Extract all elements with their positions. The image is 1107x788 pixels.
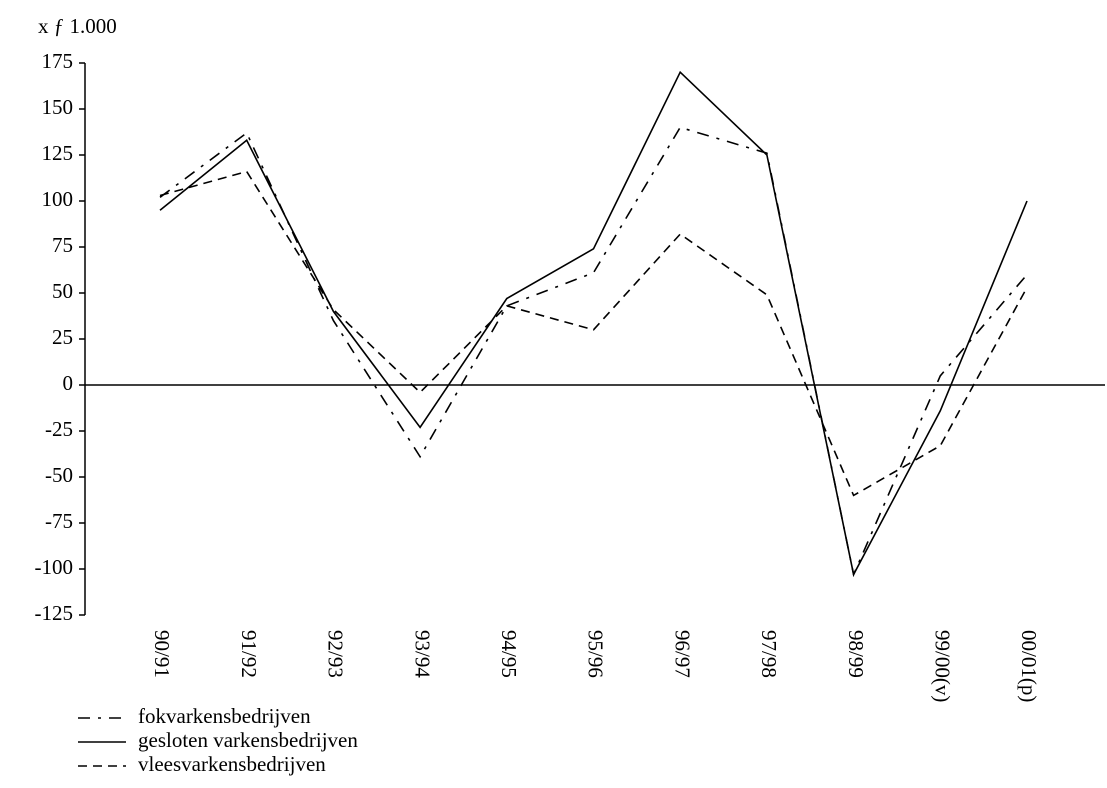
x-tick-label: 99/00(v)	[930, 630, 954, 702]
x-tick-label: 98/99	[844, 630, 868, 678]
y-tick-label: 175	[42, 49, 74, 73]
y-tick-label: 25	[52, 325, 73, 349]
y-tick-label: 50	[52, 279, 73, 303]
y-tick-label: 100	[42, 187, 74, 211]
y-axis-label: x ƒ 1.000	[38, 14, 117, 38]
x-tick-label: 94/95	[497, 630, 521, 678]
x-tick-label: 93/94	[410, 630, 434, 678]
y-tick-label: 75	[52, 233, 73, 257]
y-tick-label: 0	[63, 371, 74, 395]
series-line	[159, 70, 1028, 577]
y-tick-label: -75	[45, 509, 73, 533]
y-tick-label: -25	[45, 417, 73, 441]
y-tick-label: -125	[35, 601, 74, 625]
series-line	[159, 170, 1028, 497]
legend-label: gesloten varkensbedrijven	[138, 728, 358, 752]
y-tick-label: 125	[42, 141, 74, 165]
x-tick-label: 92/93	[324, 630, 348, 678]
y-tick-label: -100	[35, 555, 74, 579]
x-tick-label: 91/92	[237, 630, 261, 678]
legend-label: fokvarkensbedrijven	[138, 704, 311, 728]
y-tick-label: -50	[45, 463, 73, 487]
x-tick-label: 00/01(p)	[1017, 630, 1041, 702]
x-tick-label: 90/91	[150, 630, 174, 678]
legend-label: vleesvarkensbedrijven	[138, 752, 326, 776]
y-tick-label: 150	[42, 95, 74, 119]
x-tick-label: 96/97	[670, 630, 694, 678]
x-tick-label: 95/96	[584, 630, 608, 678]
series-line	[159, 126, 1028, 578]
x-tick-label: 97/98	[757, 630, 781, 678]
